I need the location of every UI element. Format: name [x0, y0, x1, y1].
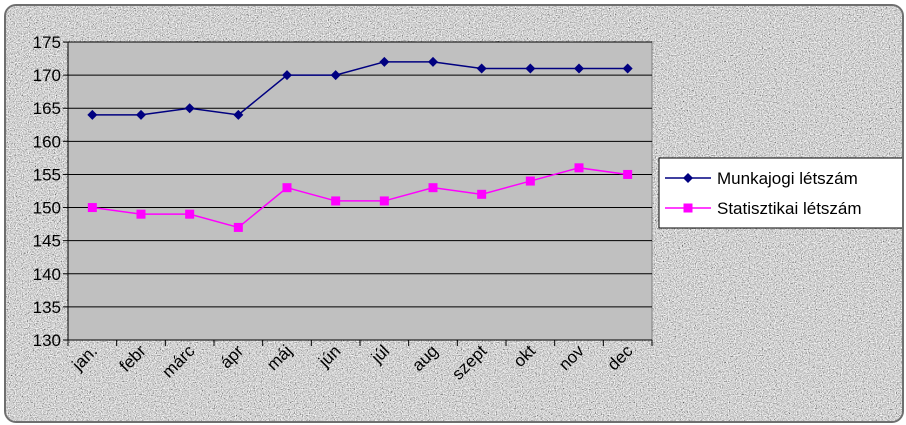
data-point — [331, 196, 341, 206]
legend[interactable]: Munkajogi létszám Statisztikai létszám — [658, 157, 902, 229]
data-point — [683, 173, 693, 183]
legend-item: Munkajogi létszám — [665, 169, 858, 188]
series-line — [92, 167, 628, 229]
chart-frame: 130 135 140 145 150 155 160 165 170 175 jan. febr má… — [4, 4, 904, 423]
y-tick-label: 130 — [33, 331, 61, 350]
series-line — [92, 61, 628, 116]
y-tick-label: 175 — [33, 33, 61, 52]
y-tick-label: 135 — [33, 298, 61, 317]
data-point — [87, 109, 98, 120]
data-point — [330, 70, 341, 81]
legend-label: Munkajogi létszám — [717, 169, 858, 188]
data-point — [379, 196, 389, 206]
y-tick-label: 160 — [33, 132, 61, 151]
legend-label: Statisztikai létszám — [717, 199, 862, 218]
data-point — [525, 176, 535, 186]
data-point — [87, 203, 97, 213]
data-point — [428, 56, 438, 67]
series-layer — [87, 56, 633, 232]
y-tick-label: 165 — [33, 99, 61, 118]
data-point — [379, 56, 390, 67]
data-point — [476, 63, 487, 74]
data-point — [136, 209, 146, 219]
data-point — [136, 109, 146, 120]
y-tick-label: 145 — [33, 232, 61, 251]
data-point — [184, 103, 195, 114]
data-point — [428, 183, 438, 193]
data-point — [574, 163, 584, 173]
y-tick-label: 150 — [33, 199, 61, 218]
data-point — [623, 169, 633, 179]
plot-area — [67, 41, 653, 341]
data-point — [574, 63, 584, 74]
series-square — [87, 163, 633, 232]
data-point — [233, 109, 244, 120]
data-point — [477, 189, 487, 199]
y-tick-label: 170 — [33, 66, 61, 85]
data-point — [683, 203, 693, 213]
data-point — [525, 63, 536, 74]
plot-background — [67, 41, 653, 341]
legend-item: Statisztikai létszám — [665, 199, 862, 218]
data-point — [282, 70, 292, 81]
data-point — [185, 209, 195, 219]
data-point — [282, 183, 292, 193]
y-tick-label: 140 — [33, 265, 61, 284]
data-point — [622, 63, 633, 74]
legend-box — [658, 157, 902, 229]
data-point — [233, 222, 243, 232]
series-diamond — [87, 56, 633, 120]
y-tick-label: 155 — [33, 165, 61, 184]
